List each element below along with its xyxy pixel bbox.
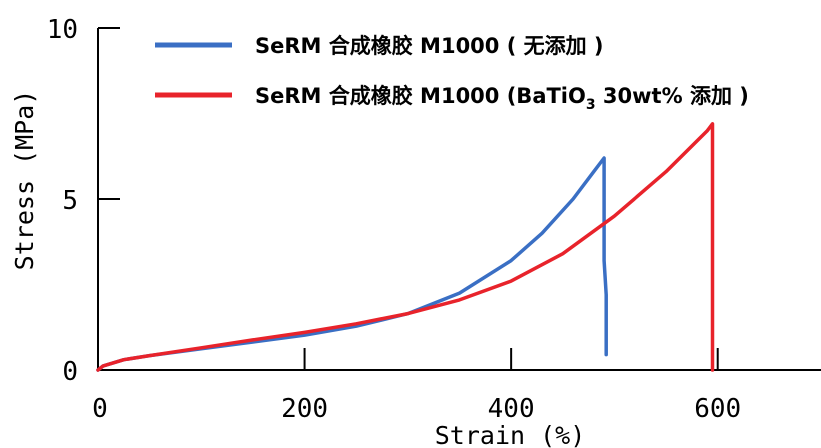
legend-label-batio3: SeRM 合成橡胶 M1000 (BaTiO3 30wt% 添加 ) — [255, 84, 749, 113]
series-line-0 — [96, 156, 608, 372]
legend: SeRM 合成橡胶 M1000 ( 无添加 ) SeRM 合成橡胶 M1000 … — [155, 34, 749, 113]
x-axis-label: Strain (%) — [435, 421, 586, 448]
y-tick-label-10: 10 — [47, 15, 78, 45]
legend-label-batio3-subscript: 3 — [586, 97, 596, 113]
tick-marks: 0 200 400 600 0 5 10 — [47, 15, 742, 424]
series-line-1 — [96, 122, 715, 372]
x-tick-label-0: 0 — [92, 394, 108, 424]
x-tick-label-200: 200 — [281, 394, 328, 424]
x-tick-label-600: 600 — [694, 394, 741, 424]
y-tick-label-5: 5 — [62, 186, 78, 216]
x-tick-label-400: 400 — [488, 394, 535, 424]
y-axis-label: Stress (MPa) — [10, 90, 39, 271]
legend-label-batio3-suffix: 30wt% 添加 ) — [596, 84, 749, 108]
y-tick-label-0: 0 — [62, 357, 78, 387]
legend-label-no-additive: SeRM 合成橡胶 M1000 ( 无添加 ) — [255, 34, 604, 58]
legend-label-batio3-prefix: SeRM 合成橡胶 M1000 (BaTiO — [255, 84, 586, 108]
data-series — [96, 122, 715, 372]
